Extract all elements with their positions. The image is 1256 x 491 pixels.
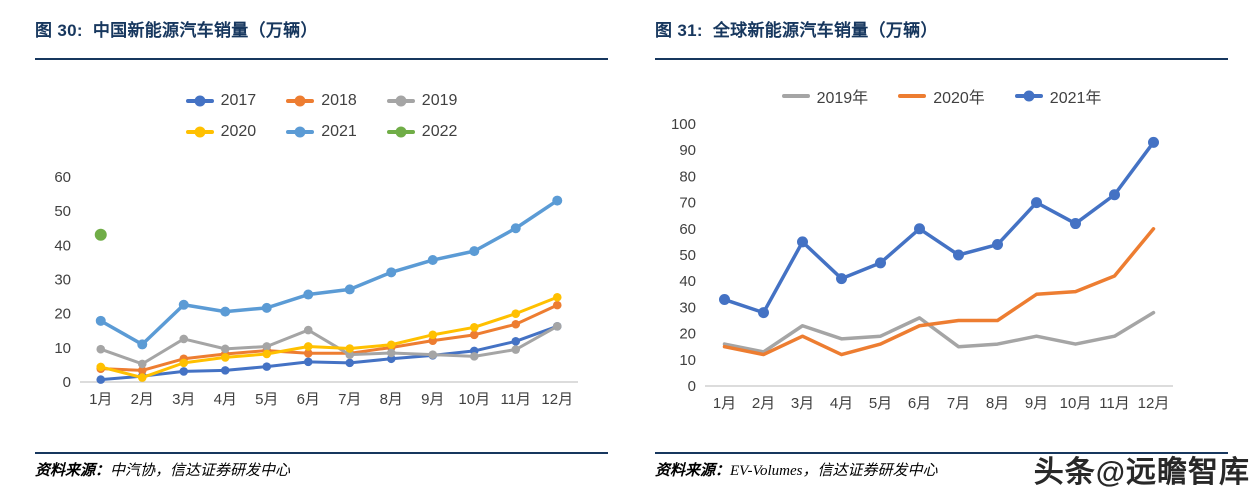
svg-text:7月: 7月: [338, 391, 361, 408]
legend-item-2019: 2019: [386, 92, 458, 110]
legend-swatch-icon: [286, 95, 315, 107]
svg-text:60: 60: [679, 221, 696, 238]
legend-swatch-icon: [1014, 90, 1043, 102]
svg-text:100: 100: [671, 116, 696, 133]
chart1-legend: 2017 2018 2019 2020 2021 2022: [35, 92, 608, 141]
legend-label: 2022: [421, 123, 458, 140]
svg-text:4月: 4月: [830, 395, 853, 412]
svg-text:40: 40: [54, 237, 71, 254]
legend-swatch-icon: [185, 95, 214, 107]
svg-text:4月: 4月: [214, 391, 237, 408]
svg-text:5月: 5月: [869, 395, 892, 412]
chart1-title: 图 30: 中国新能源汽车销量（万辆）: [35, 21, 318, 40]
chart1-source: 资料来源：中汽协，信达证券研发中心: [35, 459, 290, 480]
series-2020: [96, 292, 562, 382]
watermark: 头条@远瞻智库: [1033, 456, 1250, 489]
legend-label: 2018: [321, 92, 357, 109]
svg-text:20: 20: [679, 326, 696, 343]
svg-text:1月: 1月: [89, 391, 112, 408]
x-tick-labels: 1月 2月 3月 4月 5月 6月 7月 8月 9月 10月 11月 12月: [89, 391, 573, 408]
svg-text:50: 50: [679, 247, 696, 264]
chart2-source: 资料来源：EV-Volumes，信达证券研发中心: [655, 459, 938, 480]
svg-text:40: 40: [679, 273, 696, 290]
legend-swatch-icon: [386, 95, 415, 107]
svg-text:30: 30: [54, 272, 71, 289]
series-2020年: [722, 227, 1156, 357]
chart1-footer-rule: [35, 452, 608, 454]
legend-swatch-icon: [185, 126, 214, 138]
chart2-footer-rule: [655, 452, 1228, 454]
legend-item-2020年: 2020年: [898, 84, 985, 108]
series-2019: [96, 322, 562, 369]
svg-text:9月: 9月: [421, 391, 444, 408]
y-tick-labels: 0 10 20 30 40 50 60: [54, 169, 71, 391]
svg-text:9月: 9月: [1025, 395, 1048, 412]
svg-text:30: 30: [679, 299, 696, 316]
svg-text:3月: 3月: [172, 391, 195, 408]
legend-label: 2020年: [933, 90, 985, 107]
legend-label: 2021年: [1049, 90, 1102, 107]
svg-text:0: 0: [688, 378, 696, 395]
svg-text:3月: 3月: [791, 395, 814, 412]
svg-text:11月: 11月: [500, 391, 531, 408]
series-2019年: [722, 310, 1156, 354]
legend-label: 2020: [220, 123, 257, 140]
svg-text:11月: 11月: [1099, 395, 1130, 412]
chart2-legend: 2019年 2020年 2021年: [655, 84, 1228, 108]
svg-text:5月: 5月: [255, 391, 278, 408]
svg-text:8月: 8月: [380, 391, 403, 408]
legend-label: 2021: [321, 123, 357, 140]
legend-item-2021年: 2021年: [1014, 84, 1102, 108]
chart2-title-rule: [655, 58, 1228, 60]
source-text: EV-Volumes，信达证券研发中心: [730, 463, 938, 479]
svg-text:7月: 7月: [947, 395, 970, 412]
legend-item-2018: 2018: [286, 92, 357, 110]
legend-item-2021: 2021: [286, 123, 357, 141]
legend-item-2020: 2020: [185, 123, 257, 141]
svg-text:6月: 6月: [908, 395, 931, 412]
svg-text:10月: 10月: [458, 391, 490, 408]
legend-item-2017: 2017: [185, 92, 257, 110]
legend-swatch-icon: [286, 126, 315, 138]
svg-text:60: 60: [54, 169, 71, 186]
svg-text:10: 10: [54, 340, 71, 357]
svg-text:10月: 10月: [1060, 395, 1092, 412]
svg-text:20: 20: [54, 306, 71, 323]
series-2021年: [719, 136, 1159, 319]
svg-text:8月: 8月: [986, 395, 1009, 412]
chart2-title: 图 31: 全球新能源汽车销量（万辆）: [655, 21, 938, 40]
legend-swatch-icon: [898, 94, 927, 98]
global-nev-monthly-sales-chart: 0 10 20 30 40 50 60 70 80 90 100 1月 2月 3月 4月 5月 6月 7月 8月 9月…: [671, 116, 1173, 412]
svg-text:6月: 6月: [297, 391, 320, 408]
chart1-title-rule: [35, 58, 608, 60]
legend-swatch-icon: [386, 126, 415, 138]
svg-text:70: 70: [679, 195, 696, 212]
svg-text:2月: 2月: [752, 395, 775, 412]
source-label: 资料来源：: [655, 463, 731, 479]
svg-text:50: 50: [54, 203, 71, 220]
svg-text:90: 90: [679, 142, 696, 159]
legend-item-2019年: 2019年: [781, 84, 869, 108]
svg-text:1月: 1月: [713, 395, 736, 412]
legend-swatch-icon: [781, 94, 810, 98]
legend-label: 2019: [421, 92, 458, 109]
legend-item-2022: 2022: [386, 123, 458, 141]
svg-text:12月: 12月: [541, 391, 573, 408]
source-label: 资料来源：: [35, 463, 111, 479]
series-2022: [94, 228, 107, 241]
legend-label: 2017: [220, 92, 257, 109]
svg-text:12月: 12月: [1138, 395, 1170, 412]
svg-text:0: 0: [63, 374, 71, 391]
svg-text:2月: 2月: [131, 391, 154, 408]
y-tick-labels: 0 10 20 30 40 50 60 70 80 90 100: [671, 116, 696, 395]
source-text: 中汽协，信达证券研发中心: [110, 463, 291, 479]
series-2021: [95, 195, 563, 350]
legend-label: 2019年: [816, 90, 869, 107]
china-nev-monthly-sales-chart: 0 10 20 30 40 50 60 1月 2月 3月 4月 5月 6月 7月 8月 9月 10月 11月 12月: [54, 169, 578, 408]
x-tick-labels: 1月 2月 3月 4月 5月 6月 7月 8月 9月 10月 11月 12月: [713, 395, 1170, 412]
svg-text:80: 80: [679, 168, 696, 185]
svg-text:10: 10: [679, 352, 696, 369]
